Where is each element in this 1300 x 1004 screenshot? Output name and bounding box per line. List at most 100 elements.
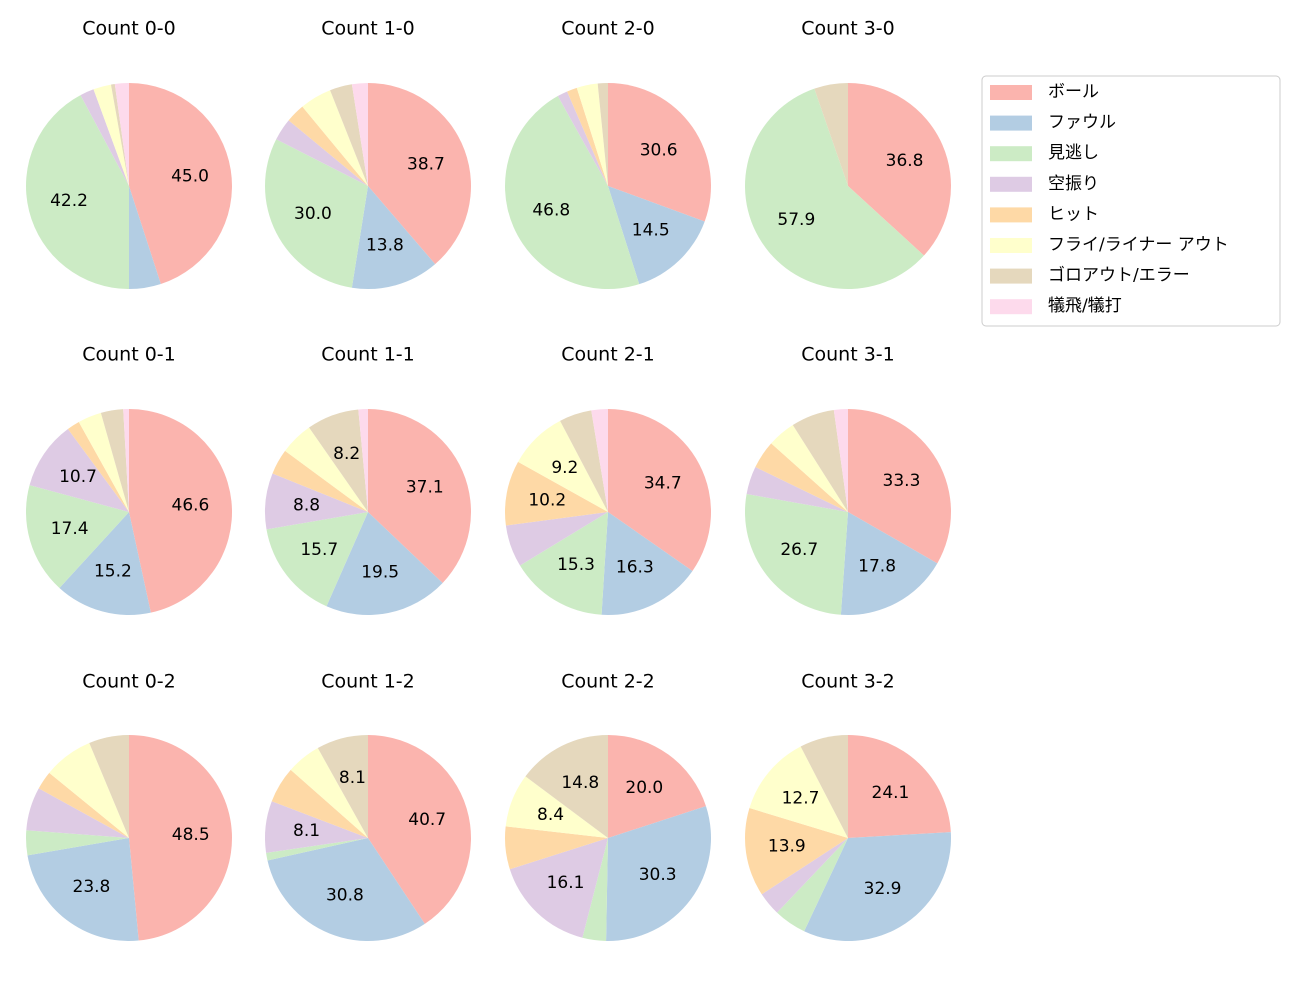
- data-label: 15.3: [557, 555, 595, 575]
- legend-label: 空振り: [1048, 174, 1099, 194]
- pie-slice: [351, 83, 368, 186]
- pie-slice: [114, 83, 129, 186]
- pie-slice: [771, 425, 848, 512]
- pie-slice: [848, 83, 951, 256]
- legend-swatch: [990, 85, 1032, 100]
- chart-title: Count 3-2: [801, 671, 895, 693]
- data-label: 30.8: [326, 885, 364, 905]
- legend-swatch: [990, 115, 1032, 131]
- legend-swatch: [990, 207, 1032, 223]
- data-label: 19.5: [361, 563, 399, 583]
- data-label: 14.8: [561, 773, 599, 793]
- pie-slice: [266, 838, 368, 861]
- data-label: 8.8: [293, 495, 320, 515]
- legend-label: ファウル: [1048, 113, 1116, 133]
- pie-slice: [89, 735, 129, 838]
- data-label: 10.7: [59, 467, 97, 487]
- chart-title: Count 1-0: [321, 18, 415, 40]
- data-label: 16.1: [547, 873, 585, 893]
- data-label: 17.8: [858, 557, 896, 577]
- pie-slice: [368, 409, 471, 583]
- pie-slice: [59, 512, 151, 615]
- data-label: 38.7: [407, 155, 445, 175]
- pie-slice: [26, 485, 130, 588]
- pie-slice: [833, 409, 848, 512]
- pie-slice: [27, 838, 139, 941]
- pie-slice: [848, 735, 951, 838]
- legend-label: フライ/ライナー アウト: [1048, 235, 1229, 255]
- data-label: 45.0: [171, 166, 209, 186]
- pie-slice: [100, 409, 129, 512]
- pie-slice: [272, 450, 368, 512]
- legend-label: ヒット: [1048, 204, 1099, 224]
- data-label: 24.1: [872, 783, 910, 803]
- legend-swatch: [990, 176, 1032, 192]
- pie-slice: [505, 776, 608, 838]
- pie-slice: [509, 838, 608, 938]
- pie-slice: [26, 95, 130, 290]
- legend-swatch: [990, 268, 1032, 284]
- pie-slice: [129, 186, 161, 289]
- chart-title: Count 2-1: [561, 344, 655, 366]
- pie-slice: [504, 826, 608, 870]
- pie-slice: [840, 512, 938, 615]
- data-label: 26.7: [780, 540, 818, 560]
- data-label: 10.2: [528, 490, 566, 510]
- pie-slice: [290, 748, 368, 838]
- legend-label: ボール: [1048, 82, 1099, 102]
- data-label: 32.9: [864, 879, 902, 899]
- chart-title: Count 0-1: [82, 344, 176, 366]
- data-label: 20.0: [625, 778, 663, 798]
- pie-slice: [80, 89, 129, 186]
- pie-slice: [560, 410, 608, 512]
- pie-slice: [368, 735, 472, 924]
- pie-slice: [518, 420, 608, 512]
- data-label: 46.6: [172, 495, 210, 515]
- pie-slice: [276, 120, 368, 186]
- data-label: 13.9: [768, 837, 806, 857]
- legend-swatch: [990, 146, 1032, 162]
- pie-slice: [745, 88, 924, 289]
- pie-slice: [608, 83, 711, 222]
- pie-slice: [351, 186, 436, 289]
- pie-slice: [755, 443, 848, 512]
- data-label: 48.5: [172, 825, 210, 845]
- data-label: 46.8: [532, 201, 570, 221]
- pie-slice: [309, 409, 368, 512]
- pie-slice: [505, 512, 608, 566]
- pie-slice: [29, 429, 130, 512]
- pie-slice: [814, 83, 848, 186]
- data-label: 15.7: [300, 540, 338, 560]
- data-label: 36.8: [886, 151, 924, 171]
- pie-slice: [608, 409, 712, 571]
- pie-slice: [285, 427, 368, 512]
- data-label: 8.1: [293, 821, 320, 841]
- pie-slice: [777, 838, 848, 932]
- pie-slice: [265, 801, 368, 853]
- data-label: 30.3: [639, 865, 677, 885]
- data-label: 13.8: [366, 235, 404, 255]
- pie-slice: [749, 746, 848, 838]
- pie-slice: [606, 806, 711, 942]
- data-label: 57.9: [777, 210, 815, 230]
- chart-title: Count 1-2: [321, 671, 415, 693]
- chart-title: Count 0-0: [82, 18, 176, 40]
- legend-swatch: [990, 299, 1032, 315]
- pie-slice: [271, 769, 368, 838]
- pie-slice: [761, 838, 848, 913]
- data-label: 30.6: [640, 141, 678, 161]
- chart-title: Count 3-0: [801, 18, 895, 40]
- data-label: 33.3: [883, 471, 921, 491]
- pie-slice: [330, 84, 368, 186]
- pie-slice: [266, 512, 368, 607]
- pie-slice: [67, 422, 129, 512]
- data-label: 12.7: [782, 788, 820, 808]
- pie-slice: [800, 735, 848, 838]
- pie-slice: [78, 412, 129, 512]
- data-label: 8.1: [339, 768, 366, 788]
- data-label: 37.1: [406, 478, 444, 498]
- data-label: 34.7: [644, 473, 682, 493]
- pie-slice: [525, 735, 608, 838]
- pie-slice: [129, 735, 233, 941]
